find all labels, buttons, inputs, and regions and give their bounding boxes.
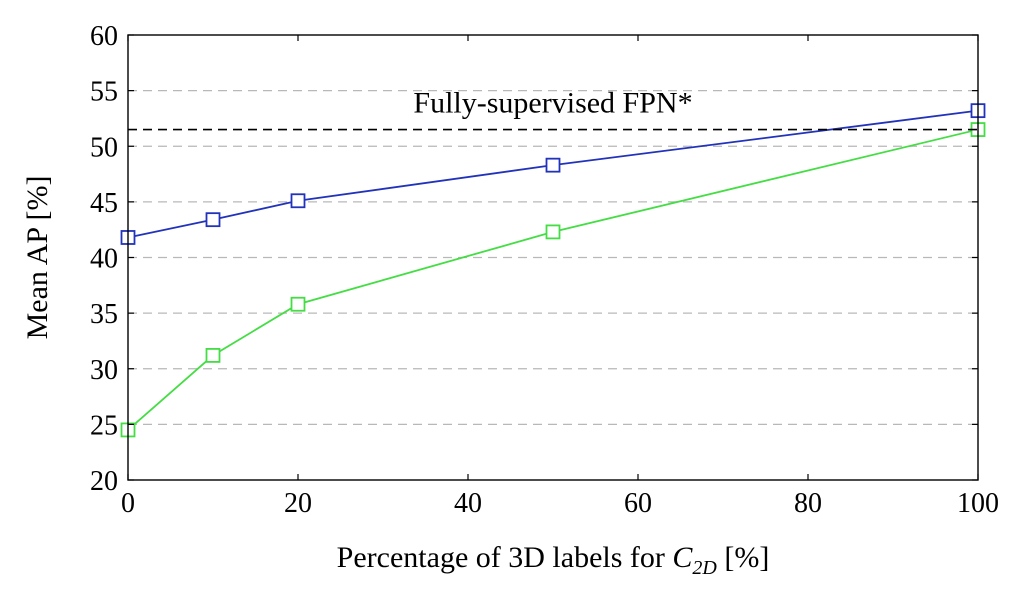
x-tick-label: 40 <box>454 488 482 519</box>
series-2-line <box>127 128 979 431</box>
y-tick-label: 20 <box>90 466 118 497</box>
y-tick-label: 60 <box>90 21 118 52</box>
y-tick-label: 45 <box>90 188 118 219</box>
y-axis: 20 25 30 35 40 45 50 55 60 <box>90 21 978 497</box>
y-tick-label: 30 <box>90 355 118 386</box>
x-tick-label: 80 <box>794 488 822 519</box>
grid-lines <box>128 90 978 425</box>
series-1-point <box>205 212 221 228</box>
series-2-point <box>205 347 221 363</box>
y-tick-label: 50 <box>90 132 118 163</box>
x-axis-title: Percentage of 3D labels for C2D [%] <box>337 541 770 579</box>
series-layer <box>120 103 986 438</box>
reference-line-label: Fully-supervised FPN* <box>413 87 692 120</box>
x-tick-label: 60 <box>624 488 652 519</box>
y-tick-label: 55 <box>90 77 118 108</box>
x-tick-label: 20 <box>284 488 312 519</box>
y-tick-label: 40 <box>90 244 118 275</box>
series-2-point <box>290 296 306 312</box>
y-tick-label: 25 <box>90 410 118 441</box>
series-1-point <box>545 157 561 173</box>
y-axis-title: Mean AP [%] <box>21 176 54 340</box>
x-tick-label: 0 <box>121 488 135 519</box>
y-tick-label: 35 <box>90 299 118 330</box>
series-1-point <box>290 193 306 209</box>
x-axis: 0 20 40 60 80 100 <box>121 35 999 519</box>
x-tick-label: 100 <box>957 488 999 519</box>
reference-layer: Fully-supervised FPN* <box>128 87 978 131</box>
series-2-point <box>545 224 561 240</box>
